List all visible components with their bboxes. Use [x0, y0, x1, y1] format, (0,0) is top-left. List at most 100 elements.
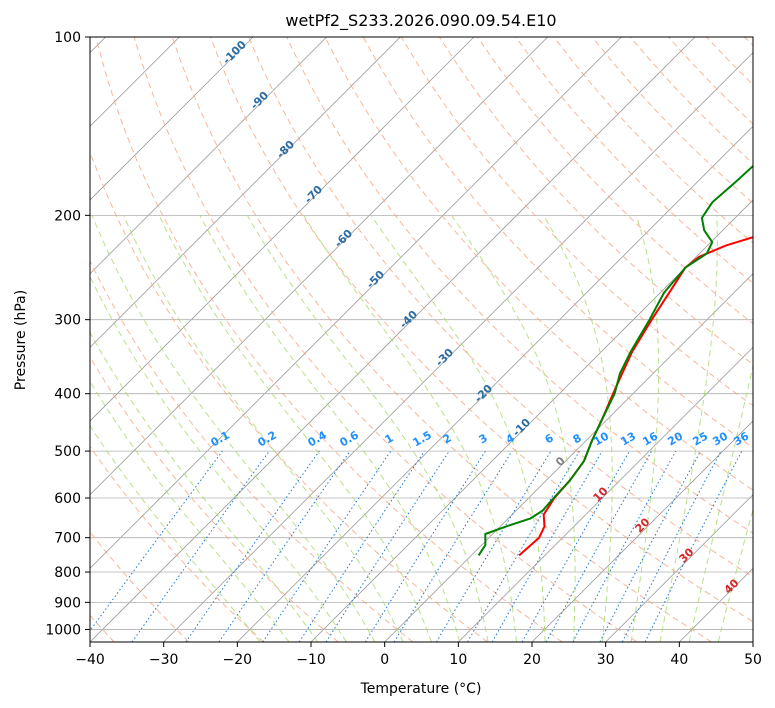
- isotherm-line: [90, 37, 327, 275]
- mixing-ratio-line: [325, 450, 450, 642]
- mixing-ratio-line: [364, 450, 486, 642]
- moist-adiabat-line: [246, 215, 489, 642]
- isotherm-line: [90, 37, 622, 569]
- mixing-ratio-line: [435, 450, 552, 642]
- mixing-ratio-label: 16: [640, 429, 660, 448]
- mixing-ratio-line: [572, 450, 677, 642]
- dry-adiabat-line: [515, 37, 753, 284]
- y-tick-label: 900: [54, 595, 81, 611]
- mixing-ratio-label: 25: [690, 430, 710, 449]
- moist-adiabat-line: [90, 331, 319, 642]
- isotherm-line: [90, 37, 401, 348]
- dry-adiabat-label: -50: [364, 268, 387, 291]
- mixing-ratio-line: [644, 450, 743, 642]
- moist-adiabat-line: [630, 215, 660, 642]
- series-line-dewpoint: [477, 164, 753, 556]
- moist-adiabat-line: [90, 275, 347, 642]
- dry-adiabat-label: -70: [302, 183, 325, 206]
- y-tick-label: 200: [54, 208, 81, 224]
- dry-adiabat-line: [90, 259, 414, 642]
- chart-title: wetPf2_S233.2026.090.09.54.E10: [285, 11, 556, 31]
- dry-adiabat-label: -80: [274, 138, 297, 161]
- mixing-ratio-line: [393, 450, 513, 642]
- y-tick-label: 100: [54, 30, 81, 46]
- x-tick-label: 20: [523, 652, 541, 668]
- mixing-ratio-line: [218, 450, 351, 642]
- dry-adiabat-line: [744, 37, 753, 47]
- moist-adiabat-line: [90, 424, 261, 642]
- dry-adiabat-line: [248, 37, 753, 578]
- isotherm-line: [310, 199, 753, 642]
- mixing-ratio-label: 3: [477, 431, 490, 446]
- y-tick-label: 300: [54, 313, 81, 329]
- y-tick-label: 800: [54, 565, 81, 581]
- dry-adiabat-line: [90, 356, 339, 642]
- moist-adiabat-line: [542, 215, 613, 642]
- isotherm-line: [531, 420, 753, 642]
- mixing-ratio-label: 8: [571, 431, 584, 446]
- plot-frame: [89, 36, 754, 643]
- y-tick-label: 1000: [45, 622, 81, 638]
- moist-adiabat-line: [123, 215, 404, 642]
- dry-adiabat-line: [324, 37, 753, 491]
- dry-adiabat-label: -20: [472, 382, 495, 405]
- x-tick-label: −10: [296, 652, 326, 668]
- mixing-ratio-line: [521, 450, 630, 642]
- moist-adiabat-label: 40: [722, 576, 742, 596]
- dry-adiabat-line: [286, 37, 753, 534]
- isotherm-line: [752, 641, 753, 642]
- mixing-ratio-label: 2: [441, 431, 454, 446]
- dry-adiabat-line: [210, 37, 753, 623]
- mixing-ratio-label: 1: [383, 431, 396, 446]
- moist-adiabat-line: [451, 215, 576, 642]
- x-tick-label: 10: [449, 652, 467, 668]
- dry-adiabat-label: -40: [397, 308, 420, 331]
- isotherm-line: [458, 346, 753, 642]
- mixing-ratio-label: 6: [543, 431, 556, 446]
- moist-adiabat-line: [370, 215, 546, 642]
- y-tick-label: 600: [54, 491, 81, 507]
- dry-adiabat-line: [477, 37, 753, 325]
- profile-series: [477, 164, 753, 557]
- dry-adiabat-line: [90, 445, 264, 642]
- x-axis: −40 −30 −20 −10 0 10 20 30 40 50: [75, 642, 762, 668]
- y-tick-label: 700: [54, 531, 81, 547]
- dry-adiabat-label: -100: [220, 38, 249, 67]
- y-tick-label: 400: [54, 387, 81, 403]
- isotherm-line: [679, 567, 753, 642]
- y-axis: 100 200 300 400 500 600 700 800 900 1000: [45, 30, 90, 638]
- dry-adiabat-line: [133, 37, 638, 642]
- moist-adiabat-line: [90, 380, 290, 642]
- isotherm-line: [90, 37, 548, 496]
- isotherm-line: [237, 125, 753, 642]
- moist-adiabat-line: [158, 215, 432, 642]
- line-labels: -100-90-80-70-60-50-40-30-20-100.1 0.2 0.4…: [209, 38, 752, 597]
- dry-adiabat-label: -30: [433, 346, 456, 369]
- moist-adiabat-label: 0: [553, 454, 568, 469]
- isotherm-line: [90, 37, 254, 201]
- dry-adiabat-line: [90, 150, 488, 642]
- moist-adiabat-line: [303, 215, 517, 642]
- dry-adiabat-label: -10: [510, 416, 533, 439]
- x-tick-label: 30: [597, 652, 615, 668]
- isotherm-line: [90, 37, 475, 422]
- mixing-ratio-label: 1.5: [411, 428, 434, 449]
- dry-adiabat-line: [706, 37, 753, 86]
- isotherm-line: [605, 494, 753, 642]
- mixing-ratio-line: [90, 450, 223, 632]
- isotherm-line: [90, 37, 696, 642]
- moist-adiabat-label: 30: [677, 545, 697, 565]
- x-axis-label: Temperature (°C): [360, 681, 482, 697]
- mixing-ratio-label: 13: [618, 430, 638, 449]
- x-tick-label: 0: [380, 652, 389, 668]
- y-axis-label: Pressure (hPa): [13, 290, 29, 390]
- mixing-ratio-line: [298, 450, 425, 642]
- mixing-ratio-line: [262, 450, 392, 642]
- moist-adiabat-label: 10: [591, 484, 611, 504]
- x-tick-label: 50: [744, 652, 762, 668]
- dry-adiabat-line: [95, 37, 563, 642]
- moist-adiabat-line: [659, 215, 718, 642]
- moist-adiabat-line: [199, 215, 461, 642]
- y-tick-label: 500: [54, 444, 81, 460]
- dry-adiabat-label: -60: [332, 227, 355, 250]
